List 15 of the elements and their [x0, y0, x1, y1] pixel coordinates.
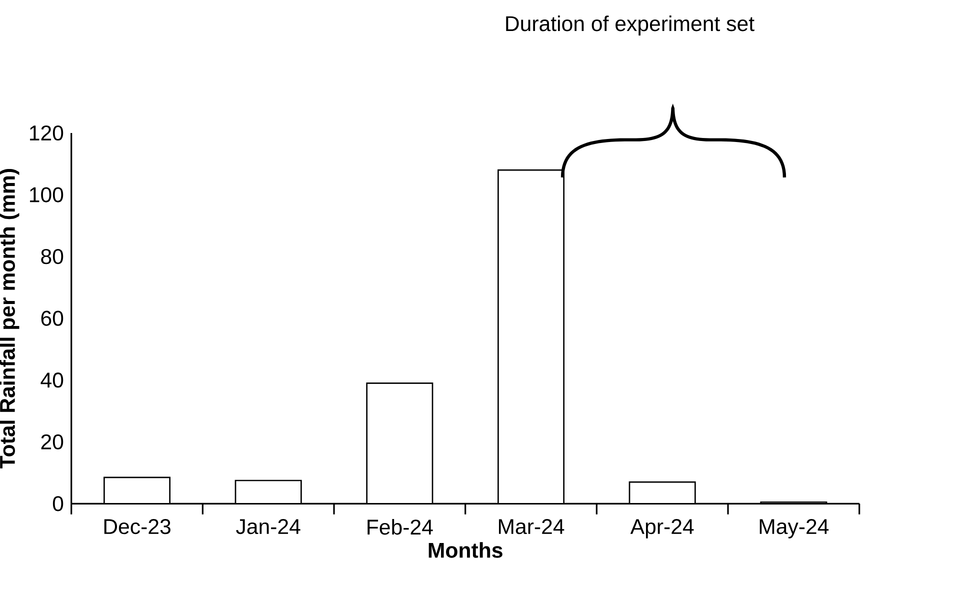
- y-tick-label: 100: [30, 187, 64, 202]
- x-tick-label: Mar-24: [498, 519, 564, 534]
- x-tick-label: Jan-24: [236, 519, 300, 534]
- y-tick-label: 120: [30, 126, 64, 141]
- y-tick-label: 0: [52, 496, 64, 512]
- y-tick-label: 60: [41, 310, 64, 326]
- x-tick-label: Feb-24: [368, 519, 433, 535]
- x-tick-label: Dec-23: [104, 519, 170, 534]
- y-tick-label: 40: [40, 372, 64, 388]
- x-tick-label: Apr-24: [630, 519, 694, 539]
- text: Duration of experiment set: [506, 16, 754, 36]
- x-axis-title: Months: [428, 542, 502, 558]
- y-tick-label: 80: [41, 249, 64, 264]
- x-tick-label: May-24: [760, 519, 829, 539]
- y-tick-label: 20: [41, 434, 64, 450]
